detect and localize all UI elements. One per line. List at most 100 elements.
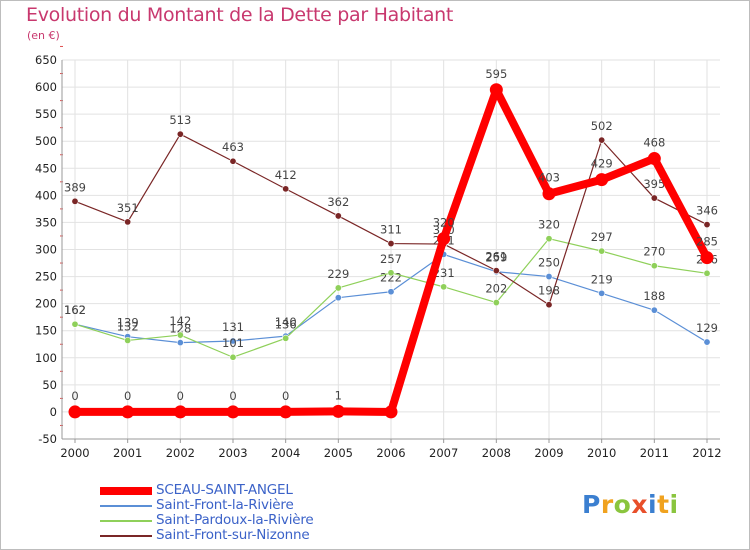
series-point	[121, 405, 135, 419]
series-point	[703, 269, 711, 277]
data-label: 468	[643, 136, 665, 150]
data-label: 250	[538, 256, 560, 270]
series-point	[598, 247, 606, 255]
y-tick-label: 650	[35, 53, 57, 67]
series-point	[440, 283, 448, 291]
series-point	[437, 232, 451, 246]
series-point	[124, 336, 132, 344]
logo-letter: P	[582, 490, 601, 519]
series-point	[598, 136, 606, 144]
legend-label: Saint-Front-la-Rivière	[156, 497, 294, 513]
data-label: 128	[169, 322, 191, 336]
data-label: 188	[643, 289, 665, 303]
series-point	[647, 152, 661, 166]
data-label: 129	[696, 321, 718, 335]
data-label: 346	[696, 204, 718, 218]
data-label: 140	[275, 315, 297, 329]
series-point	[71, 197, 79, 205]
series-point	[124, 218, 132, 226]
series-point	[387, 269, 395, 277]
series-point	[282, 185, 290, 193]
data-label: 0	[71, 389, 78, 403]
series-point	[384, 405, 398, 419]
legend-label: Saint-Front-sur-Nizonne	[156, 527, 310, 543]
proxiti-logo: Proxiti	[582, 490, 679, 519]
legend-label: SCEAU-SAINT-ANGEL	[156, 482, 293, 498]
legend-swatch	[100, 487, 152, 495]
series-point	[489, 83, 503, 97]
y-tick-label: 300	[35, 243, 57, 257]
chart-title: Evolution du Montant de la Dette par Hab…	[26, 4, 454, 26]
data-label: 502	[591, 119, 613, 133]
x-tick-label: 2004	[271, 446, 300, 460]
series-point	[334, 212, 342, 220]
series-point	[173, 405, 187, 419]
y-tick-label: 150	[35, 324, 57, 338]
series-point	[331, 404, 345, 418]
x-tick-label: 2012	[692, 446, 721, 460]
legend-swatch	[100, 505, 152, 507]
series-point	[71, 320, 79, 328]
legend-swatch	[100, 520, 152, 522]
series-point	[492, 299, 500, 307]
data-label: 320	[433, 216, 455, 230]
logo-letter: t	[657, 490, 670, 519]
data-label: 311	[380, 223, 402, 237]
data-label: 162	[64, 303, 86, 317]
data-label: 0	[282, 389, 289, 403]
x-tick-label: 2007	[429, 446, 458, 460]
series-point	[545, 235, 553, 243]
logo-letter: r	[600, 490, 614, 519]
y-tick-label: 200	[35, 297, 57, 311]
series-point	[279, 405, 293, 419]
series-point	[700, 251, 714, 265]
data-label: 259	[485, 251, 507, 265]
x-tick-label: 2011	[640, 446, 669, 460]
series-point	[387, 288, 395, 296]
data-label: 395	[643, 177, 665, 191]
y-tick-label: 0	[50, 405, 57, 419]
series-point	[492, 267, 500, 275]
series-point	[703, 338, 711, 346]
data-label: 285	[696, 235, 718, 249]
data-label: 261	[485, 250, 507, 264]
y-tick-label: 100	[35, 351, 57, 365]
data-label: 412	[275, 168, 297, 182]
chart-subtitle: (en €)	[27, 29, 60, 42]
series-point	[387, 240, 395, 248]
data-label: 513	[169, 113, 191, 127]
data-label: 229	[327, 267, 349, 281]
legend-swatch	[100, 535, 152, 537]
logo-letter: i	[648, 490, 658, 519]
data-label: 362	[327, 195, 349, 209]
y-tick-label: 350	[35, 215, 57, 229]
series-point	[176, 331, 184, 339]
data-label: 270	[643, 245, 665, 259]
x-tick-label: 2002	[166, 446, 195, 460]
y-tick-label: 550	[35, 107, 57, 121]
data-label: 257	[380, 252, 402, 266]
data-label: 219	[591, 272, 613, 286]
data-label: 202	[485, 282, 507, 296]
series-point	[229, 353, 237, 361]
x-tick-label: 2009	[534, 446, 563, 460]
series-point	[176, 130, 184, 138]
y-tick-label: 600	[35, 80, 57, 94]
series-point	[334, 294, 342, 302]
data-label: 0	[177, 389, 184, 403]
series-point	[545, 273, 553, 281]
data-label: 389	[64, 180, 86, 194]
data-label: 463	[222, 140, 244, 154]
series-point	[226, 405, 240, 419]
data-label: 198	[538, 284, 560, 298]
legend-label: Saint-Pardoux-la-Rivière	[156, 512, 314, 528]
series-point	[545, 301, 553, 309]
x-tick-label: 2006	[376, 446, 405, 460]
x-tick-label: 2003	[218, 446, 247, 460]
y-tick-label: 500	[35, 134, 57, 148]
data-label: 162	[64, 303, 86, 317]
data-label: 139	[117, 316, 139, 330]
series-point	[650, 306, 658, 314]
data-label: 297	[591, 230, 613, 244]
